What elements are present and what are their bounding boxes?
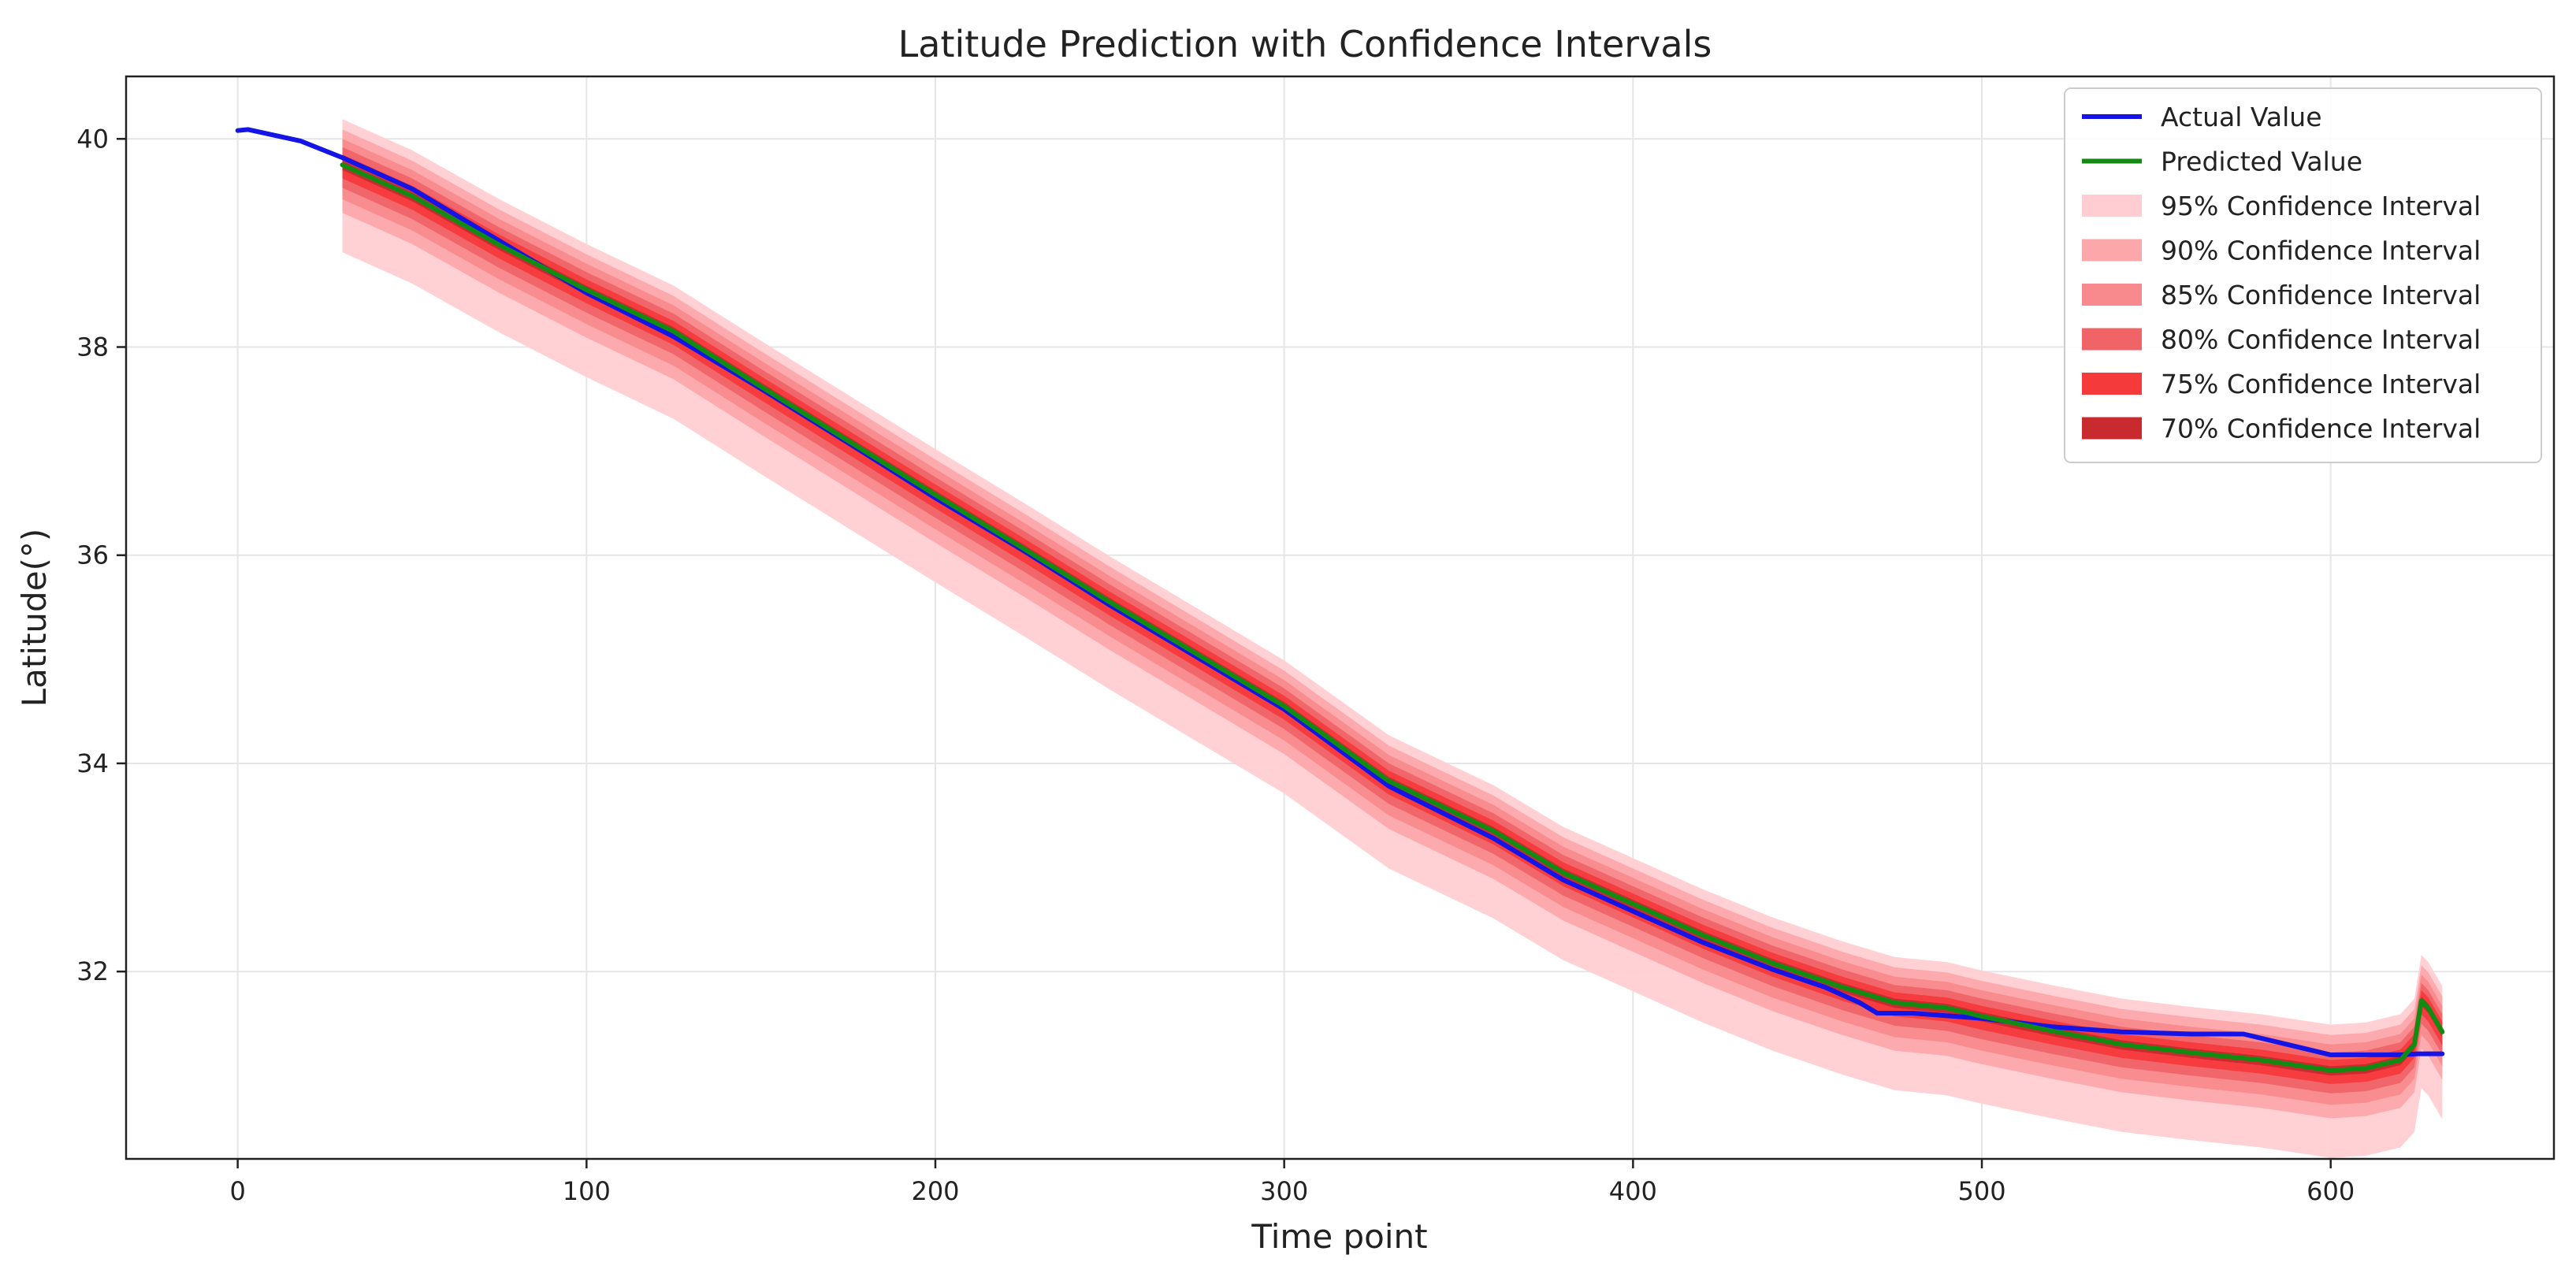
legend-swatch-ci85 — [2082, 284, 2142, 306]
legend-label: 70% Confidence Interval — [2161, 414, 2481, 444]
legend-box — [2064, 87, 2542, 463]
legend-label: 95% Confidence Interval — [2161, 191, 2481, 221]
x-tick-label: 500 — [1957, 1176, 2005, 1206]
legend-label: 90% Confidence Interval — [2161, 236, 2481, 266]
x-tick-label: 600 — [2307, 1176, 2355, 1206]
x-tick-label: 100 — [563, 1176, 611, 1206]
legend-label: 80% Confidence Interval — [2161, 325, 2481, 355]
x-tick-label: 400 — [1609, 1176, 1657, 1206]
y-axis-label: Latitude(°) — [15, 529, 54, 707]
y-tick-label: 32 — [76, 956, 109, 986]
legend-swatch-ci80 — [2082, 328, 2142, 351]
predicted-value-line — [340, 162, 2445, 1073]
x-tick-label: 0 — [229, 1176, 245, 1206]
series-lines — [235, 127, 2445, 1073]
legend-swatch-ci90 — [2082, 239, 2142, 262]
y-tick-label: 34 — [76, 748, 109, 778]
legend-swatch-ci95 — [2082, 195, 2142, 217]
axis-ticks: 0 100 200 300 400 500 600 32 34 36 38 40 — [76, 124, 2355, 1206]
legend-label: 85% Confidence Interval — [2161, 280, 2481, 310]
legend: Actual Value Predicted Value 95% Confidenc… — [2064, 87, 2542, 463]
x-tick-label: 200 — [911, 1176, 959, 1206]
y-tick-label: 36 — [76, 540, 109, 570]
legend-label: Predicted Value — [2161, 147, 2362, 177]
x-tick-label: 300 — [1260, 1176, 1308, 1206]
y-tick-label: 38 — [76, 332, 109, 362]
confidence-bands — [342, 119, 2443, 1158]
y-tick-label: 40 — [76, 124, 109, 154]
x-axis-label: Time point — [1251, 1217, 1427, 1256]
legend-label: Actual Value — [2161, 102, 2322, 132]
legend-label: 75% Confidence Interval — [2161, 369, 2481, 399]
legend-swatch-ci75 — [2082, 373, 2142, 395]
chart-title: Latitude Prediction with Confidence Inte… — [898, 23, 1712, 65]
plot-frame — [125, 75, 2556, 1160]
legend-swatch-ci70 — [2082, 417, 2142, 440]
